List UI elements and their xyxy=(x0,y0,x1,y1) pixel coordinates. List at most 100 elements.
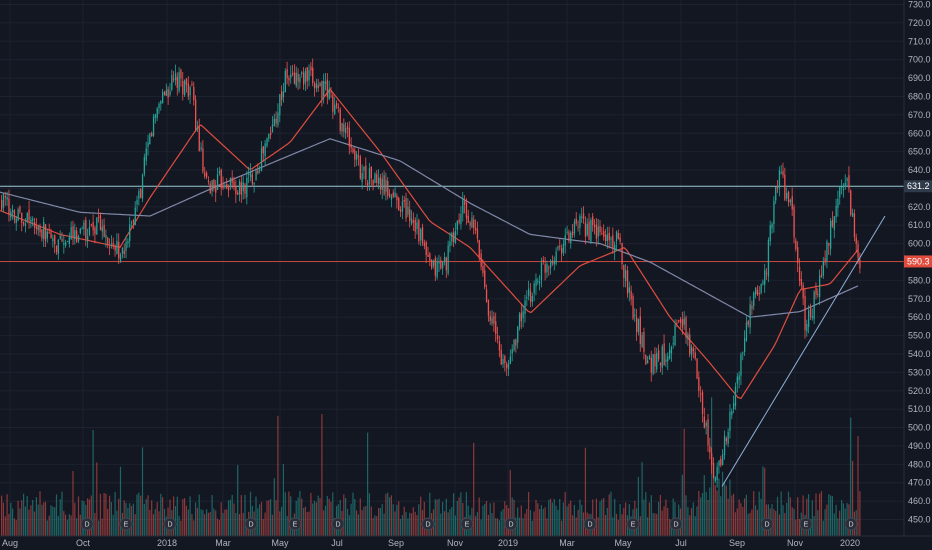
volume-bar xyxy=(59,499,61,536)
candle-body xyxy=(603,231,605,237)
event-marker[interactable]: E xyxy=(799,517,813,531)
volume-bar xyxy=(332,492,334,536)
time-axis[interactable]: Aug Oct 2018 Mar May Jul Sep Nov 2019 Mar May Jul Se… xyxy=(2,538,860,548)
event-marker-label: D xyxy=(764,522,769,529)
event-marker[interactable]: D xyxy=(163,517,177,531)
event-marker[interactable]: D xyxy=(331,517,345,531)
candle-body xyxy=(529,290,532,302)
candle-body xyxy=(266,138,268,146)
volume-bar xyxy=(440,513,442,536)
volume-bar xyxy=(669,518,671,536)
volume-bar xyxy=(28,509,30,536)
candle-body xyxy=(354,150,356,160)
volume-bar xyxy=(317,495,319,536)
volume-bar xyxy=(487,515,489,536)
event-marker[interactable]: D xyxy=(244,517,258,531)
volume-bar xyxy=(681,474,683,536)
trendline[interactable] xyxy=(721,215,886,487)
volume-bar xyxy=(275,500,277,536)
candle-body xyxy=(764,269,766,285)
event-marker[interactable]: D xyxy=(80,517,94,531)
event-marker[interactable]: D xyxy=(760,517,774,531)
candle-body xyxy=(819,275,821,298)
volume-bar xyxy=(601,499,603,536)
volume-bar xyxy=(555,505,557,536)
event-marker[interactable]: E xyxy=(288,517,302,531)
candle-body xyxy=(174,73,177,81)
volume-bar xyxy=(61,491,63,536)
candle-body xyxy=(23,222,25,225)
volume-bar xyxy=(570,500,572,536)
volume-bar xyxy=(667,508,669,536)
candle-body xyxy=(637,319,640,332)
candle-body xyxy=(251,174,253,184)
candle-body xyxy=(160,101,162,104)
candle-body xyxy=(453,232,455,243)
volume-bar xyxy=(323,510,325,536)
event-marker[interactable]: D xyxy=(583,517,597,531)
candle-body xyxy=(238,181,241,195)
candle-body xyxy=(850,190,852,215)
candle-body xyxy=(114,246,116,251)
volume-bar xyxy=(81,500,83,536)
time-tick-label: Mar xyxy=(215,538,231,548)
volume-bar xyxy=(328,498,330,536)
volume-bar xyxy=(389,497,391,536)
candle-body xyxy=(511,349,513,354)
candle-body xyxy=(361,173,363,183)
candle-body xyxy=(641,334,643,347)
candle-body xyxy=(522,311,524,319)
candle-body xyxy=(193,86,195,101)
volume-bar xyxy=(222,512,224,536)
candle-body xyxy=(96,217,98,235)
candle-body xyxy=(806,324,808,332)
volume-bar xyxy=(722,471,724,536)
volume-bar xyxy=(637,477,639,536)
volume-bar xyxy=(308,511,310,536)
price-tick-label: 580.0 xyxy=(908,275,931,285)
volume-bar xyxy=(817,510,819,536)
candle-body xyxy=(476,229,479,239)
volume-bar xyxy=(101,518,103,536)
candle-body xyxy=(6,197,8,200)
horizontal-lines[interactable] xyxy=(0,185,904,262)
event-marker[interactable]: D xyxy=(504,517,518,531)
candle-body xyxy=(121,248,124,254)
candle-body xyxy=(659,362,662,366)
volume-bar xyxy=(257,508,259,536)
event-marker-circle xyxy=(760,517,774,531)
volume-bar xyxy=(242,512,244,536)
trendline-line[interactable] xyxy=(721,215,886,487)
volume-bar xyxy=(645,492,647,536)
event-marker[interactable]: E xyxy=(119,517,133,531)
event-marker[interactable]: E xyxy=(460,517,474,531)
volume-bar xyxy=(259,504,261,536)
volume-bar xyxy=(17,500,19,536)
candle-body xyxy=(429,253,431,261)
volume-bar xyxy=(282,464,284,536)
event-marker[interactable]: D xyxy=(421,517,435,531)
candle-body xyxy=(357,155,360,157)
candle-body xyxy=(187,83,189,97)
time-tick-label: 2018 xyxy=(157,538,177,548)
volume-bar xyxy=(795,519,797,536)
event-marker[interactable]: D xyxy=(844,517,858,531)
volume-bar xyxy=(189,496,191,536)
volume-bar xyxy=(401,515,403,536)
volume-bar xyxy=(789,497,791,536)
candle-body xyxy=(264,143,266,157)
volume-bar xyxy=(438,498,440,536)
candlesticks xyxy=(1,58,861,488)
event-marker[interactable]: E xyxy=(626,517,640,531)
candle-body xyxy=(345,127,347,134)
candle-body xyxy=(81,228,83,230)
candle-body xyxy=(54,235,56,245)
candle-body xyxy=(445,257,447,271)
volume-bar xyxy=(315,502,317,536)
candle-body xyxy=(537,280,539,282)
candle-body xyxy=(282,91,285,98)
event-marker[interactable]: D xyxy=(669,517,683,531)
price-axis-panel[interactable] xyxy=(904,0,932,536)
